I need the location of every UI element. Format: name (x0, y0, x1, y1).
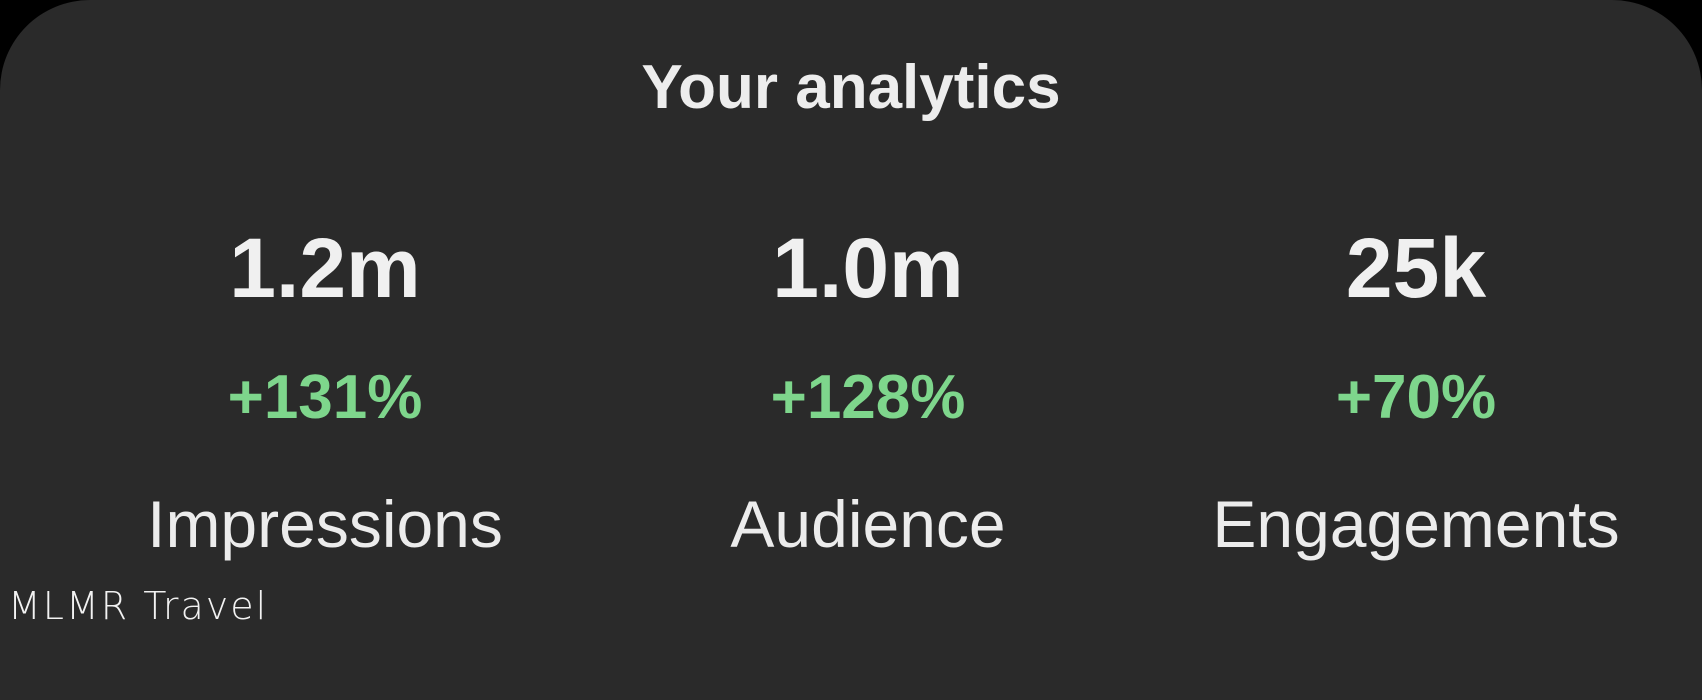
metric-change: +70% (1335, 363, 1497, 432)
metric-change: +131% (227, 363, 423, 432)
card-title: Your analytics (641, 53, 1061, 122)
metric-label: Impressions (147, 487, 503, 561)
metric-value: 1.2m (229, 221, 421, 315)
metric-value: 25k (1345, 221, 1487, 315)
metric-label: Engagements (1212, 487, 1620, 561)
metric-change: +128% (770, 363, 966, 432)
metric-label: Audience (730, 487, 1006, 561)
watermark: MLMR Travel (8, 584, 269, 628)
metric-value: 1.0m (772, 221, 964, 315)
